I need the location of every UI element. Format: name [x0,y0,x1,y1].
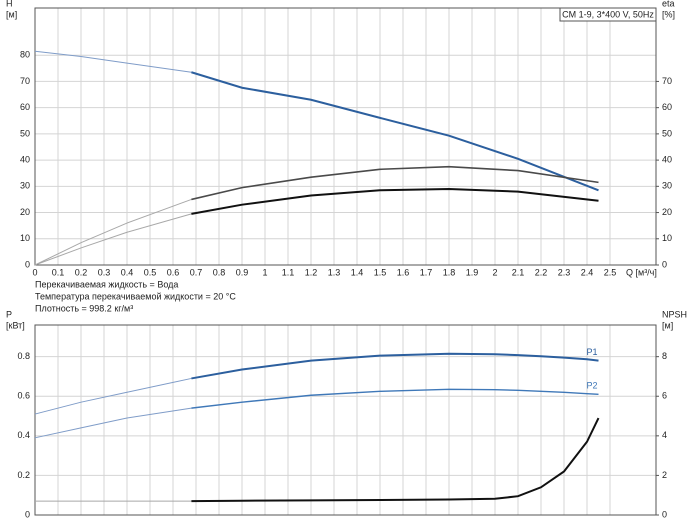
y-tick-label: 0.6 [17,391,30,401]
y2-axis-label: eta [662,0,675,8]
y-tick-label: 80 [20,50,30,60]
y-tick-label: 70 [20,76,30,86]
x-tick-label: 1.4 [351,267,364,277]
x-tick-label: 0 [32,267,37,277]
y2-tick-label: 6 [662,391,667,401]
curve [34,50,192,73]
x-tick-label: 2.3 [558,267,571,277]
y2-tick-label: 2 [662,470,667,480]
note: Перекачиваемая жидкость = Вода [35,279,178,289]
y-tick-label: 20 [20,207,30,217]
x-tick-label: 0.5 [144,267,157,277]
y-tick-label: 50 [20,128,30,138]
curve [34,198,192,266]
y2-tick-label: 10 [662,233,672,243]
y-axis-label: P [6,309,12,319]
x-axis-label: Q [м³/ч] [626,267,657,277]
y2-tick-label: 0 [662,509,667,519]
x-tick-label: 1.3 [328,267,341,277]
y2-axis-label: [%] [662,9,675,19]
y-tick-label: 60 [20,102,30,112]
y-tick-label: 10 [20,233,30,243]
y-tick-label: 0.8 [17,351,30,361]
y2-tick-label: 4 [662,430,667,440]
x-tick-label: 1.9 [466,267,479,277]
curve [34,213,192,266]
x-tick-label: 2.1 [512,267,525,277]
y2-tick-label: 40 [662,154,672,164]
curve [191,71,599,192]
y-tick-label: 0.2 [17,470,30,480]
x-tick-label: 0.7 [190,267,203,277]
x-tick-label: 2.5 [604,267,617,277]
curve [191,388,599,409]
y2-tick-label: 60 [662,102,672,112]
series-label: P2 [587,381,598,391]
y2-tick-label: 70 [662,76,672,86]
y-axis-label: [м] [6,9,17,19]
note: Плотность = 998.2 кг/м³ [35,303,133,313]
x-tick-label: 2.4 [581,267,594,277]
y-tick-label: 0 [25,509,30,519]
x-tick-label: 1.7 [420,267,433,277]
y2-axis-label: NPSH [662,309,687,319]
x-tick-label: 2.2 [535,267,548,277]
x-tick-label: 1.5 [374,267,387,277]
y2-tick-label: 0 [662,259,667,269]
x-tick-label: 0.6 [167,267,180,277]
y-tick-label: 0.4 [17,430,30,440]
series-label: P1 [587,347,598,357]
y-axis-label: H [6,0,13,8]
y-tick-label: 0 [25,259,30,269]
x-tick-label: 1.8 [443,267,456,277]
y2-tick-label: 8 [662,351,667,361]
x-tick-label: 1 [262,267,267,277]
y2-tick-label: 50 [662,128,672,138]
y-tick-label: 40 [20,154,30,164]
plot-frame [34,324,657,516]
y2-tick-label: 30 [662,181,672,191]
y-axis-label: [кВт] [6,320,25,330]
chart-title: CM 1-9, 3*400 V, 50Hz [562,9,654,19]
x-tick-label: 0.3 [98,267,111,277]
x-tick-label: 1.2 [305,267,318,277]
x-tick-label: 0.8 [213,267,226,277]
title-box [559,7,657,22]
curve [34,407,192,439]
y2-tick-label: 20 [662,207,672,217]
x-tick-label: 0.1 [52,267,65,277]
plot-frame [34,7,657,266]
curve [191,352,599,380]
x-tick-label: 0.4 [121,267,134,277]
curve [34,377,192,415]
x-tick-label: 2 [492,267,497,277]
curve [191,417,600,503]
y-tick-label: 30 [20,181,30,191]
x-tick-label: 0.2 [75,267,88,277]
curve [191,165,599,201]
y2-axis-label: [м] [662,320,673,330]
note: Температура перекачиваемой жидкости = 20… [35,291,236,301]
x-tick-label: 1.6 [397,267,410,277]
x-tick-label: 0.9 [236,267,249,277]
x-tick-label: 1.1 [282,267,295,277]
curve [191,187,599,215]
